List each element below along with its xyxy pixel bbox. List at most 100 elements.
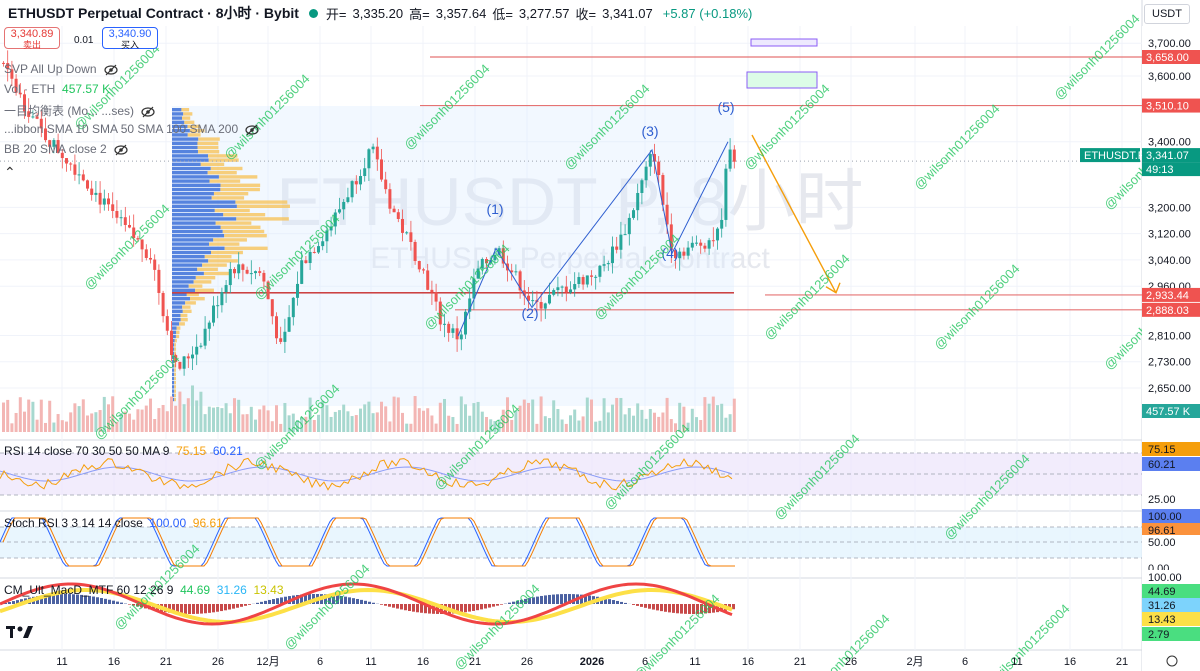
- vp-bar-up: [172, 288, 196, 292]
- volume-bar: [178, 391, 182, 432]
- volume-bar: [531, 399, 535, 432]
- volume-bar: [711, 396, 715, 432]
- macd-axis-tag-text: 44.69: [1148, 586, 1176, 598]
- eye-icon[interactable]: [113, 142, 129, 158]
- candle-body: [170, 330, 173, 356]
- macd-bar: [228, 604, 231, 610]
- volume-bar: [543, 416, 547, 432]
- volume-bar: [2, 402, 5, 432]
- macd-axis-tag: [1142, 598, 1200, 612]
- vp-bar-up: [172, 183, 221, 187]
- rsi-axis-tag-text: 25.00: [1148, 494, 1176, 506]
- candle-body: [338, 209, 341, 213]
- candle-body: [459, 334, 463, 340]
- vp-bar-down: [236, 204, 290, 208]
- volume-bar: [10, 423, 14, 432]
- volume-bar: [69, 412, 73, 432]
- vp-bar-down: [202, 263, 227, 267]
- price-tag-level: [1142, 98, 1200, 113]
- time-tick: 6: [962, 656, 968, 668]
- volume-bar: [464, 404, 467, 432]
- candle-body: [44, 128, 47, 141]
- tradingview-logo-icon[interactable]: [6, 623, 34, 639]
- sell-button[interactable]: 3,340.89 卖出: [4, 27, 60, 50]
- volume-bar: [296, 419, 299, 432]
- candle-body: [371, 146, 375, 150]
- volume-bar: [476, 401, 480, 432]
- stoch-rsi-label[interactable]: Stoch RSI 3 3 14 14 close 100.00 96.61: [4, 516, 223, 530]
- vp-bar-up: [172, 145, 198, 150]
- volume-bar: [35, 419, 39, 432]
- vp-bar-up: [172, 187, 221, 192]
- macd-bar: [236, 604, 239, 608]
- candle-body: [493, 254, 497, 261]
- vp-bar-up: [172, 397, 175, 402]
- macd-bar: [192, 604, 195, 614]
- vp-bar-up: [172, 313, 181, 318]
- volume-bar: [682, 406, 686, 432]
- currency-selector[interactable]: USDT: [1144, 4, 1190, 24]
- macd-bar: [584, 595, 587, 604]
- volume-bar: [535, 423, 539, 432]
- candle-body: [69, 163, 73, 165]
- eye-icon[interactable]: [103, 62, 119, 78]
- vp-bar-down: [174, 351, 176, 355]
- vp-bar-down: [235, 200, 288, 204]
- rsi-label[interactable]: RSI 14 close 70 30 50 50 MA 9 75.15 60.2…: [4, 444, 243, 458]
- macd-bar: [88, 595, 91, 604]
- candle-body: [212, 305, 215, 323]
- macd-bar: [488, 604, 491, 608]
- vp-bar-up: [172, 309, 183, 313]
- vp-bar-up: [172, 166, 211, 171]
- candle-body: [602, 264, 606, 266]
- macd-bar: [276, 598, 279, 604]
- volume-bar: [123, 411, 127, 432]
- candle-body: [31, 116, 35, 118]
- vp-bar-up: [172, 297, 191, 301]
- candle-body: [581, 277, 585, 285]
- macd-bar: [324, 594, 327, 604]
- svp-indicator-label[interactable]: SVP All Up Down: [4, 62, 119, 78]
- candle-body: [422, 269, 425, 271]
- eye-icon[interactable]: [244, 122, 260, 138]
- candle-body: [291, 297, 295, 318]
- collapse-chevron-icon[interactable]: ⌃: [4, 164, 16, 180]
- macd-bar: [408, 604, 411, 611]
- candle-body: [451, 328, 455, 333]
- candle-body: [367, 149, 371, 169]
- macd-axis-tag: [1142, 570, 1200, 584]
- candle-body: [140, 239, 144, 250]
- candle-body: [396, 212, 400, 219]
- vp-bar-up: [172, 221, 216, 225]
- macd-bar: [104, 598, 107, 604]
- vp-bar-up: [172, 322, 180, 326]
- volume-bar: [590, 399, 593, 432]
- volume-indicator-label[interactable]: Vol · ETH 457.57 K: [4, 82, 111, 96]
- candle-body: [392, 208, 396, 213]
- macd-bar: [516, 600, 519, 604]
- ichimoku-indicator-label[interactable]: 一目均衡表 (Mo... ...ses): [4, 102, 156, 120]
- volume-bar: [472, 403, 476, 432]
- candle-body: [682, 251, 686, 256]
- macd-bar: [420, 604, 423, 613]
- volume-bar: [342, 404, 346, 432]
- candle-body: [14, 78, 18, 93]
- macd-bar: [624, 602, 627, 604]
- volume-bar: [506, 397, 509, 432]
- volume-bar: [157, 408, 161, 432]
- macd-label[interactable]: CM_Ult_MacD_MTF 60 12 26 9 44.69 31.26 1…: [4, 583, 284, 597]
- candle-body: [363, 168, 367, 177]
- buy-button[interactable]: 3,340.90 买入: [102, 27, 158, 50]
- macd-bar: [256, 602, 259, 604]
- macd-bar: [208, 604, 211, 613]
- symbol-title[interactable]: ETHUSDT Perpetual Contract · 8小时 · Bybit: [8, 5, 299, 21]
- macd-bar: [132, 604, 135, 606]
- bollinger-indicator-label[interactable]: BB 20 SMA close 2: [4, 142, 129, 158]
- vp-bar-up: [172, 271, 204, 276]
- vp-bar-down: [207, 154, 238, 158]
- sma-ribbon-label[interactable]: ...ibbon SMA 10 SMA 50 SMA 100 SMA 200: [4, 122, 260, 138]
- eye-icon[interactable]: [140, 104, 156, 120]
- candle-body: [178, 361, 182, 369]
- price-tag-text: 457.57 K: [1146, 406, 1191, 418]
